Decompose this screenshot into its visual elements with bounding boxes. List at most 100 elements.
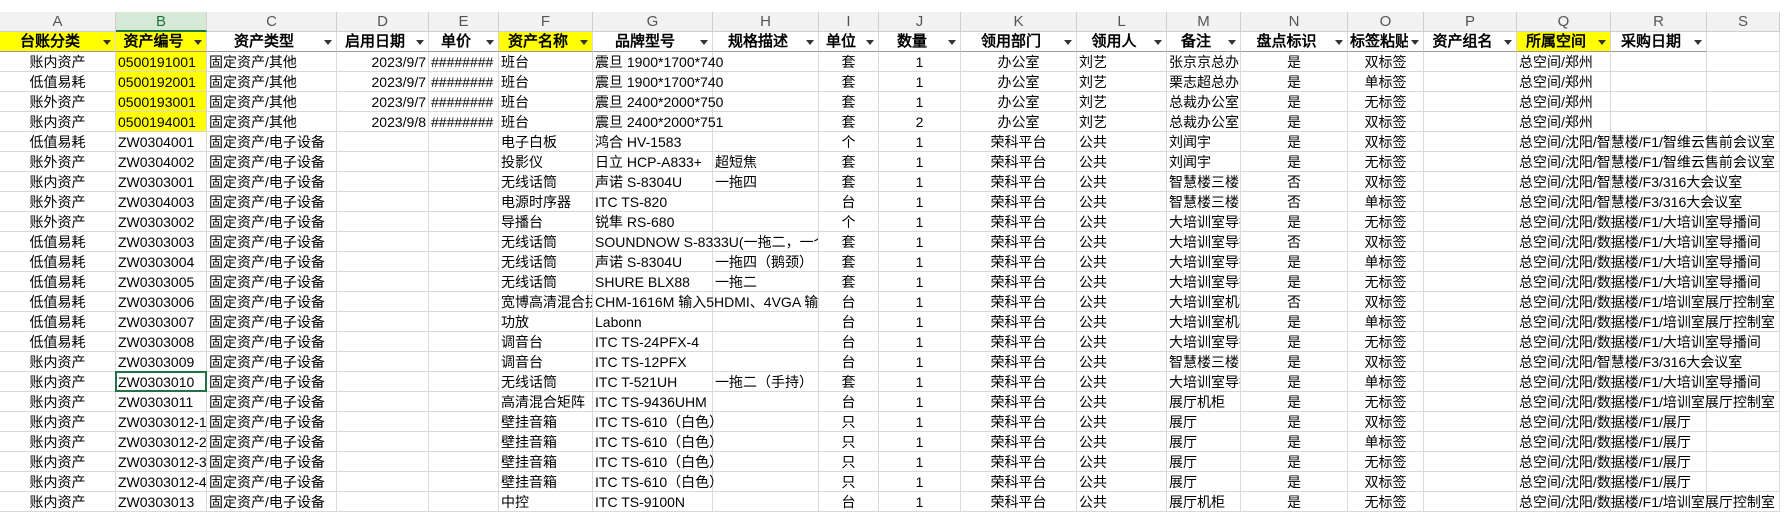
cell[interactable]: [1517, 52, 1611, 72]
cell[interactable]: [1077, 312, 1167, 332]
cell[interactable]: [0, 452, 116, 472]
cell[interactable]: [1424, 92, 1517, 112]
cell[interactable]: [1611, 252, 1707, 272]
cell[interactable]: [1707, 212, 1780, 232]
cell[interactable]: [1167, 412, 1241, 432]
column-letter[interactable]: E: [429, 12, 499, 32]
header-cell[interactable]: [1424, 32, 1517, 52]
header-cell[interactable]: [1077, 32, 1167, 52]
cell[interactable]: [1517, 192, 1611, 212]
cell[interactable]: [337, 492, 429, 512]
cell[interactable]: [1241, 132, 1348, 152]
cell[interactable]: [1077, 92, 1167, 112]
cell[interactable]: [207, 192, 337, 212]
column-letter[interactable]: O: [1348, 12, 1424, 32]
cell[interactable]: [1167, 112, 1241, 132]
cell[interactable]: [207, 92, 337, 112]
cell[interactable]: [499, 352, 593, 372]
column-letter[interactable]: R: [1611, 12, 1707, 32]
cell[interactable]: [337, 52, 429, 72]
cell[interactable]: [499, 312, 593, 332]
cell[interactable]: [1241, 312, 1348, 332]
cell[interactable]: [961, 412, 1077, 432]
column-letter[interactable]: C: [207, 12, 337, 32]
cell[interactable]: [1424, 452, 1517, 472]
cell[interactable]: [207, 272, 337, 292]
cell[interactable]: [879, 132, 961, 152]
cell[interactable]: [713, 352, 819, 372]
cell[interactable]: [1167, 152, 1241, 172]
cell[interactable]: [0, 352, 116, 372]
cell[interactable]: [1517, 272, 1611, 292]
cell[interactable]: [1517, 472, 1611, 492]
cell[interactable]: [1077, 492, 1167, 512]
cell[interactable]: [819, 472, 879, 492]
cell[interactable]: [1241, 472, 1348, 492]
cell[interactable]: [593, 392, 713, 412]
cell[interactable]: [1077, 432, 1167, 452]
cell[interactable]: [1424, 72, 1517, 92]
cell[interactable]: [1241, 432, 1348, 452]
cell[interactable]: [1167, 332, 1241, 352]
cell[interactable]: [116, 192, 207, 212]
cell[interactable]: [337, 112, 429, 132]
cell[interactable]: [0, 232, 116, 252]
cell[interactable]: [879, 412, 961, 432]
cell[interactable]: [0, 112, 116, 132]
cell[interactable]: [1348, 392, 1424, 412]
cell[interactable]: [1517, 412, 1611, 432]
header-cell[interactable]: [1167, 32, 1241, 52]
cell[interactable]: [1707, 352, 1780, 372]
cell[interactable]: [593, 52, 713, 72]
cell[interactable]: [1517, 292, 1611, 312]
cell[interactable]: [879, 232, 961, 252]
cell[interactable]: [499, 372, 593, 392]
cell[interactable]: [207, 452, 337, 472]
cell[interactable]: [1167, 352, 1241, 372]
cell[interactable]: [1517, 112, 1611, 132]
cell[interactable]: [819, 92, 879, 112]
cell[interactable]: [207, 392, 337, 412]
cell[interactable]: [499, 412, 593, 432]
cell[interactable]: [1077, 152, 1167, 172]
cell[interactable]: [1517, 452, 1611, 472]
cell[interactable]: [1348, 212, 1424, 232]
cell[interactable]: [337, 252, 429, 272]
cell[interactable]: [429, 492, 499, 512]
cell[interactable]: [1611, 372, 1707, 392]
header-cell[interactable]: [593, 32, 713, 52]
cell[interactable]: [713, 332, 819, 352]
cell[interactable]: [593, 72, 713, 92]
cell[interactable]: [1077, 392, 1167, 412]
cell[interactable]: [713, 232, 819, 252]
cell[interactable]: [337, 352, 429, 372]
cell[interactable]: [1348, 72, 1424, 92]
column-letter[interactable]: A: [0, 12, 116, 32]
cell[interactable]: [1348, 412, 1424, 432]
header-cell[interactable]: [337, 32, 429, 52]
cell[interactable]: [961, 112, 1077, 132]
cell[interactable]: [1077, 272, 1167, 292]
cell[interactable]: [713, 492, 819, 512]
cell[interactable]: [879, 72, 961, 92]
cell[interactable]: [1611, 412, 1707, 432]
cell[interactable]: [1167, 212, 1241, 232]
cell[interactable]: [879, 352, 961, 372]
cell[interactable]: [116, 92, 207, 112]
cell[interactable]: [1611, 232, 1707, 252]
cell[interactable]: [1077, 332, 1167, 352]
cell[interactable]: [499, 252, 593, 272]
cell[interactable]: [116, 492, 207, 512]
cell[interactable]: [593, 172, 713, 192]
cell[interactable]: [207, 232, 337, 252]
cell[interactable]: [713, 412, 819, 432]
cell[interactable]: [1167, 312, 1241, 332]
cell[interactable]: [713, 432, 819, 452]
cell[interactable]: [1167, 172, 1241, 192]
cell[interactable]: [819, 52, 879, 72]
cell[interactable]: [1611, 192, 1707, 212]
cell[interactable]: [207, 412, 337, 432]
filter-button[interactable]: [321, 35, 335, 49]
cell[interactable]: [429, 52, 499, 72]
cell[interactable]: [1424, 472, 1517, 492]
